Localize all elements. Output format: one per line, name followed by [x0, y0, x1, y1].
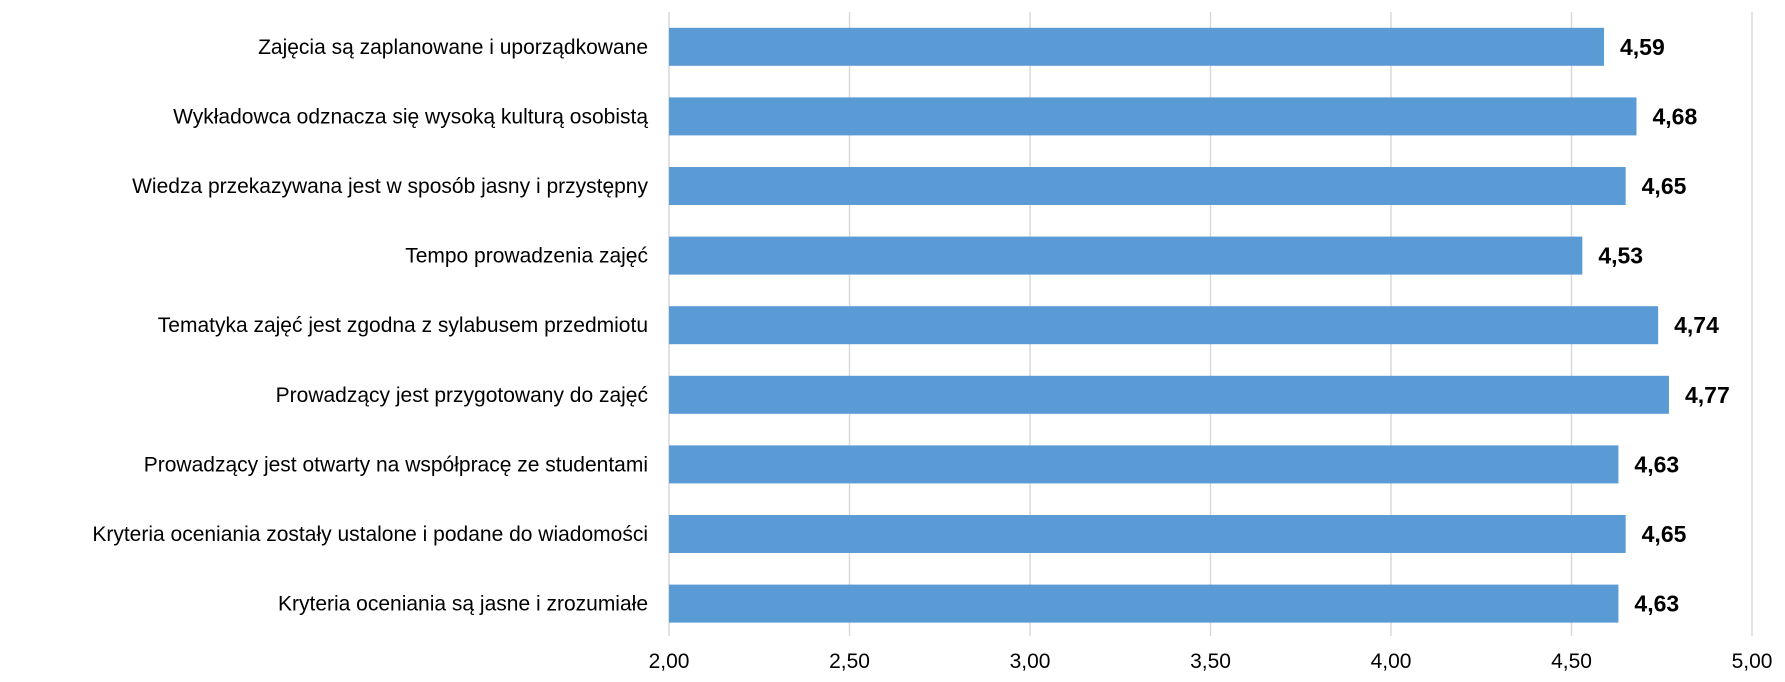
category-label: Kryteria oceniania zostały ustalone i po…: [92, 523, 648, 546]
category-label: Kryteria oceniania są jasne i zrozumiałe: [278, 593, 648, 616]
category-label: Wykładowca odznacza się wysoką kulturą o…: [173, 105, 648, 128]
bar: [669, 515, 1626, 553]
x-tick-label: 3,00: [1010, 650, 1051, 673]
value-label: 4,59: [1620, 34, 1665, 60]
bar: [669, 27, 1604, 66]
bar: [669, 306, 1659, 345]
category-label: Prowadzący jest otwarty na współpracę ze…: [144, 453, 648, 476]
x-tick-label: 3,50: [1190, 650, 1231, 673]
value-label: 4,65: [1642, 521, 1687, 547]
category-label: Prowadzący jest przygotowany do zajęć: [276, 384, 648, 407]
bar: [669, 584, 1619, 623]
bar: [669, 236, 1583, 275]
value-label: 4,63: [1634, 591, 1679, 617]
value-labels: 4,59 4,68 4,65 4,53 4,74 4,77 4,63 4,65 4,63: [1598, 34, 1729, 617]
x-tick-label: 2,00: [649, 650, 690, 673]
category-label: Tematyka zajęć jest zgodna z sylabusem p…: [158, 314, 648, 337]
x-tick-label: 2,50: [829, 650, 870, 673]
x-axis-ticks: 2,00 2,50 3,00 3,50 4,00 4,50 5,00: [649, 650, 1773, 673]
category-label: Zajęcia są zaplanowane i uporządkowane: [258, 36, 648, 59]
category-labels: Zajęcia są zaplanowane i uporządkowane Wy…: [92, 36, 648, 616]
value-label: 4,63: [1634, 451, 1679, 477]
value-label: 4,74: [1674, 312, 1719, 338]
bar: [669, 97, 1637, 136]
x-tick-label: 4,50: [1551, 650, 1592, 673]
value-label: 4,68: [1652, 103, 1697, 129]
bars: [669, 27, 1669, 623]
bar: [669, 375, 1669, 414]
x-tick-label: 5,00: [1732, 650, 1773, 673]
category-label: Tempo prowadzenia zajęć: [405, 245, 648, 268]
bar: [669, 445, 1619, 484]
value-label: 4,77: [1685, 382, 1730, 408]
value-label: 4,65: [1642, 173, 1687, 199]
value-label: 4,53: [1598, 243, 1643, 269]
bar: [669, 167, 1626, 205]
category-label: Wiedza przekazywana jest w sposób jasny …: [132, 175, 648, 198]
x-tick-label: 4,00: [1371, 650, 1412, 673]
